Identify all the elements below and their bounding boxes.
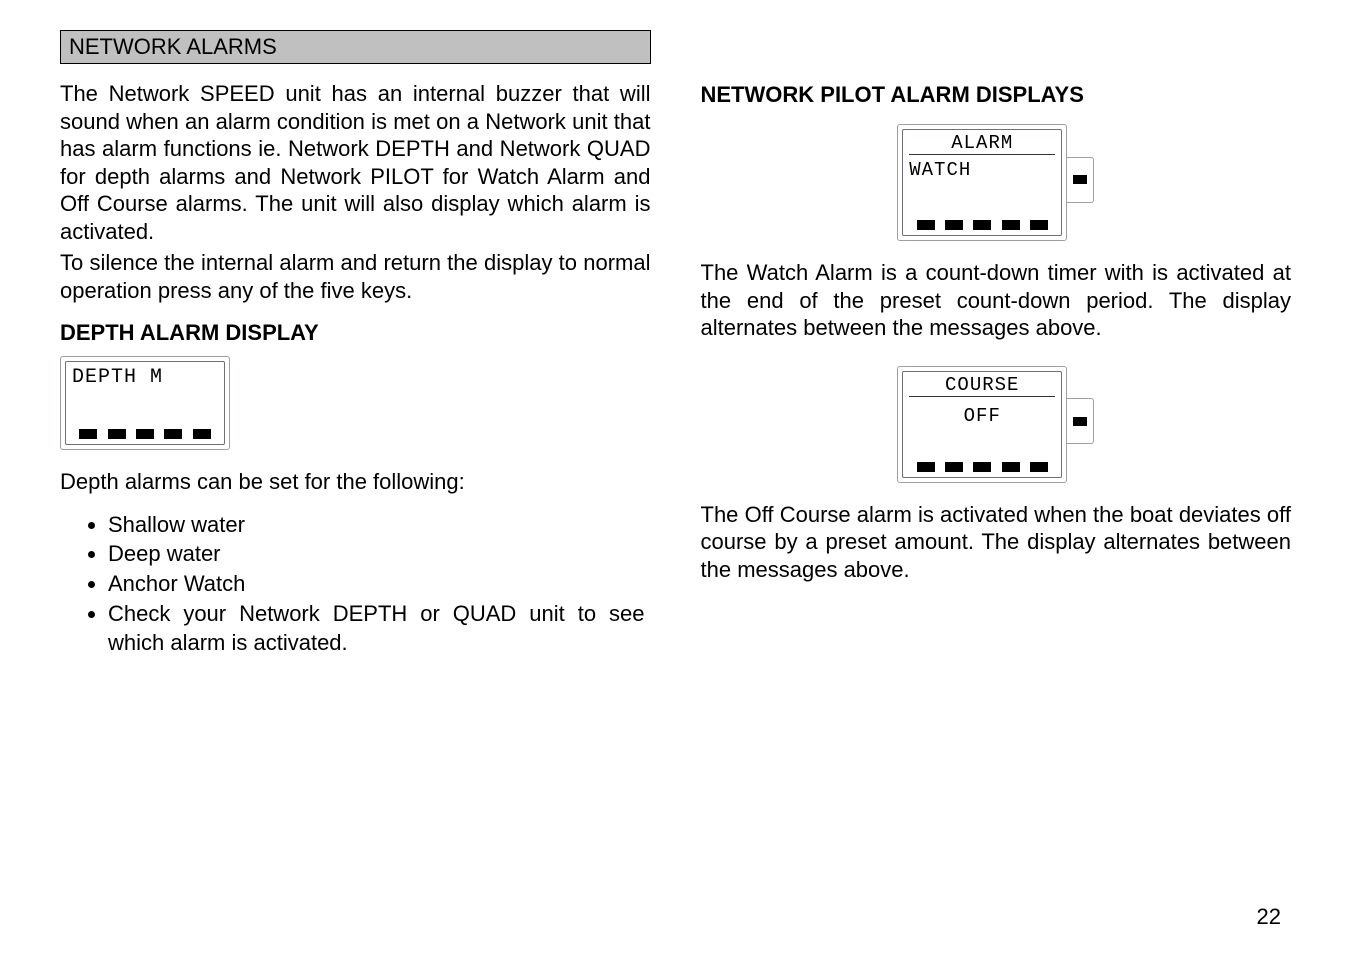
section-header: NETWORK ALARMS [60,30,651,64]
watch-key-row [903,215,1061,235]
side-key [1073,417,1087,426]
watch-lcd-mid: WATCH [903,157,1061,215]
side-key [1073,175,1087,184]
device-key [945,462,963,472]
course-device-container: COURSE OFF [897,360,1094,483]
device-key [917,462,935,472]
watch-side-module [1066,157,1094,203]
list-item: Shallow water [108,510,651,540]
depth-bullet-list: Shallow water Deep water Anchor Watch Ch… [60,510,651,658]
device-key [108,429,126,439]
course-paragraph: The Off Course alarm is activated when t… [701,501,1292,584]
device-key [973,462,991,472]
watch-device-wrap: ALARM WATCH [701,118,1292,241]
pilot-alarm-heading: NETWORK PILOT ALARM DISPLAYS [701,82,1292,108]
course-device: COURSE OFF [897,366,1067,483]
course-device-wrap: COURSE OFF [701,360,1292,483]
intro-paragraph-1: The Network SPEED unit has an internal b… [60,80,651,245]
depth-device: DEPTH M [60,356,230,450]
device-key [1002,220,1020,230]
page-columns: NETWORK ALARMS The Network SPEED unit ha… [60,30,1291,658]
device-key [1030,220,1048,230]
watch-device-inner: ALARM WATCH [902,129,1062,236]
watch-device-container: ALARM WATCH [897,118,1094,241]
course-device-inner: COURSE OFF [902,371,1062,478]
course-lcd-top: COURSE [903,372,1061,396]
watch-lcd-top: ALARM [903,130,1061,154]
device-key [164,429,182,439]
right-column: NETWORK PILOT ALARM DISPLAYS ALARM WATCH [701,30,1292,658]
depth-device-inner: DEPTH M [65,361,225,445]
lcd-divider [909,154,1055,155]
lcd-divider [909,396,1055,397]
device-key [973,220,991,230]
depth-key-row [66,424,224,444]
course-lcd-mid: OFF [903,399,1061,457]
intro-paragraph-2: To silence the internal alarm and return… [60,249,651,304]
list-item: Check your Network DEPTH or QUAD unit to… [108,599,651,658]
depth-lcd-text: DEPTH M [66,362,224,424]
watch-device: ALARM WATCH [897,124,1067,241]
watch-paragraph: The Watch Alarm is a count-down timer wi… [701,259,1292,342]
left-column: NETWORK ALARMS The Network SPEED unit ha… [60,30,651,658]
list-item: Deep water [108,539,651,569]
device-key [136,429,154,439]
course-side-module [1066,398,1094,444]
device-key [193,429,211,439]
device-key [1030,462,1048,472]
device-key [917,220,935,230]
device-key [945,220,963,230]
page-number: 22 [1257,904,1281,930]
spacer [701,30,1292,66]
device-key [1002,462,1020,472]
course-key-row [903,457,1061,477]
depth-alarms-intro: Depth alarms can be set for the followin… [60,468,651,496]
depth-alarm-heading: DEPTH ALARM DISPLAY [60,320,651,346]
list-item: Anchor Watch [108,569,651,599]
device-key [79,429,97,439]
